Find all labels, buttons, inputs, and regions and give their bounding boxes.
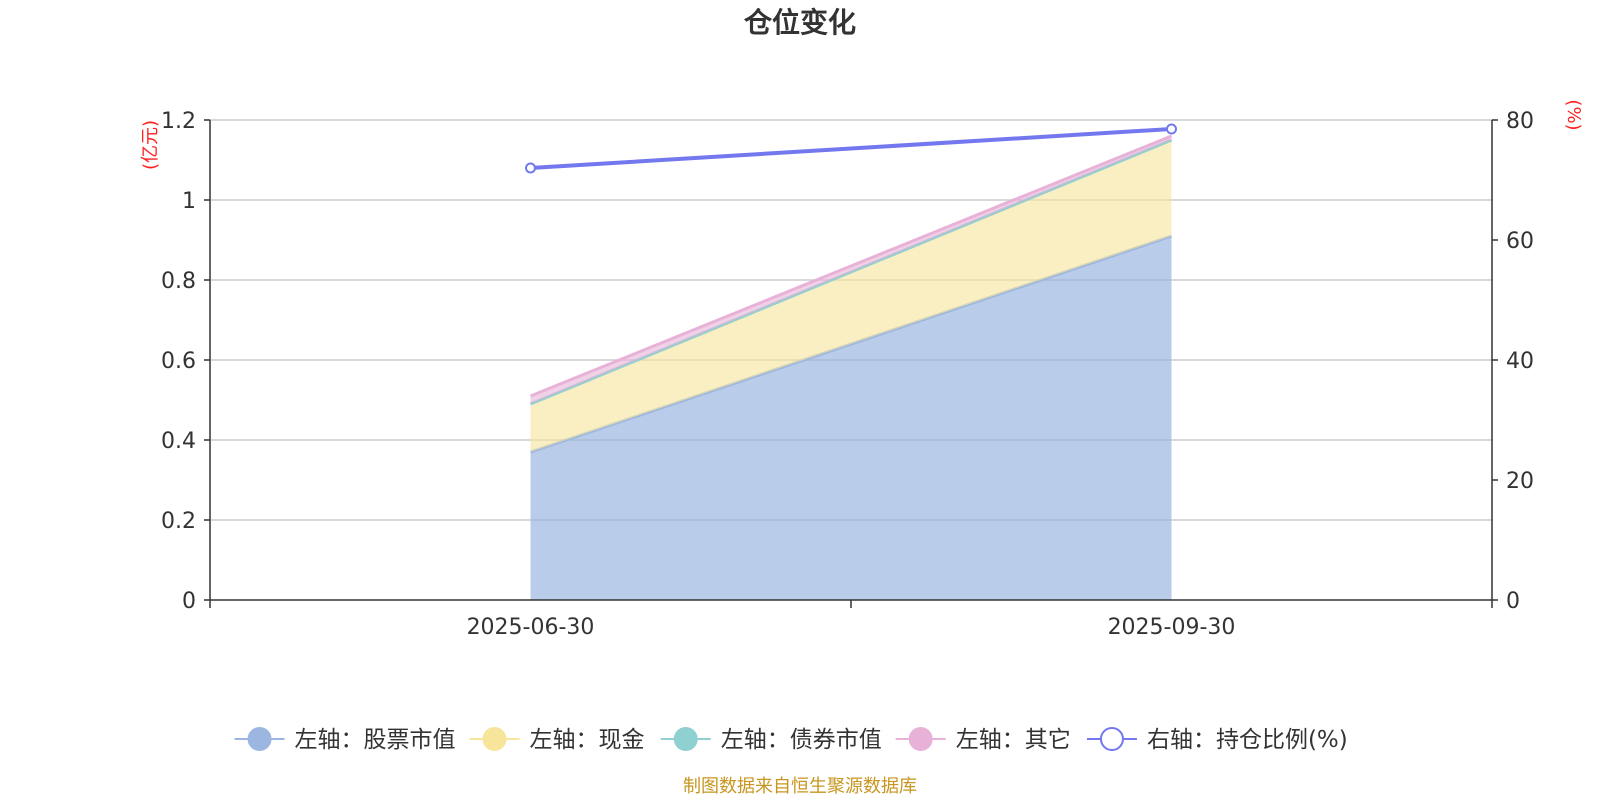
legend-label: 左轴：现金 xyxy=(530,727,645,753)
x-tick-label: 2025-09-30 xyxy=(1108,615,1236,640)
legend-symbol-marker xyxy=(482,727,507,751)
legend: 左轴：股票市值 左轴：现金 左轴：债券市值 左轴：其它 右轴：持仓比例(%) xyxy=(234,727,1348,753)
axes: 0 0.2 0.4 0.6 0.8 1 1.2 0 20 40 60 80 2025-06-30 2025… xyxy=(140,99,1584,640)
legend-label: 左轴：股票市值 xyxy=(295,727,456,753)
chart-title: 仓位变化 xyxy=(744,6,856,39)
legend-symbol-marker xyxy=(908,727,933,751)
x-tick-label: 2025-06-30 xyxy=(467,615,595,640)
left-axis-unit: (亿元) xyxy=(140,120,161,170)
ratio-series-line xyxy=(530,127,1172,170)
series-area xyxy=(530,140,1172,452)
legend-label: 左轴：债券市值 xyxy=(721,727,882,753)
left-tick-label: 0.8 xyxy=(161,269,196,294)
left-tick-label: 0.6 xyxy=(161,349,196,374)
legend-symbol-marker xyxy=(1099,727,1124,751)
left-tick-label: 1.2 xyxy=(161,109,196,134)
legend-label: 右轴：持仓比例(%) xyxy=(1147,727,1348,753)
right-axis-unit: (%) xyxy=(1563,99,1584,130)
legend-label: 左轴：其它 xyxy=(956,727,1071,753)
stacked-areas xyxy=(529,134,1173,600)
left-tick-label: 0.4 xyxy=(161,429,196,454)
data-source-note: 制图数据来自恒生聚源数据库 xyxy=(683,776,917,797)
legend-symbol-marker xyxy=(247,727,272,751)
legend-symbol-marker xyxy=(673,727,698,751)
left-tick-label: 1 xyxy=(182,189,196,214)
right-tick-label: 20 xyxy=(1506,469,1534,494)
left-tick-label: 0 xyxy=(182,589,196,614)
right-tick-label: 80 xyxy=(1506,109,1534,134)
right-tick-label: 0 xyxy=(1506,589,1520,614)
right-tick-label: 40 xyxy=(1506,349,1534,374)
series-line xyxy=(529,134,1173,398)
series-area xyxy=(530,136,1172,404)
left-tick-label: 0.2 xyxy=(161,509,196,534)
right-tick-label: 60 xyxy=(1506,229,1534,254)
ratio-data-point xyxy=(1166,123,1177,135)
series-area xyxy=(530,236,1172,600)
ratio-line xyxy=(525,123,1177,174)
ratio-data-point xyxy=(525,162,536,174)
